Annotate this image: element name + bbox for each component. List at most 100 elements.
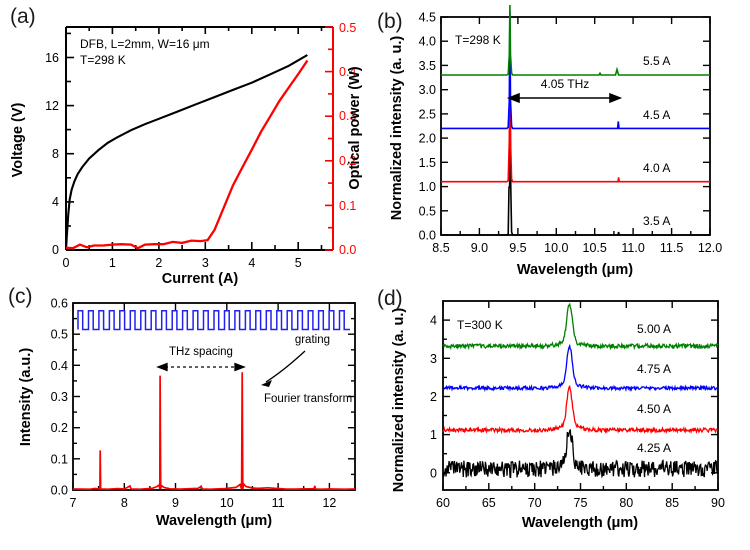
panel-a-xtick-2: 2 xyxy=(155,256,162,270)
panel-b-ylabel: Normalized intensity (a. u.) xyxy=(389,36,405,221)
panel-b-ytick-15: 1.5 xyxy=(419,156,436,170)
panel-d-annotation: T=300 K xyxy=(457,318,503,332)
panel-a-ytick2-05: 0.5 xyxy=(339,21,356,35)
panel-d-xtick-80: 80 xyxy=(619,496,633,510)
panel-c-ytick-06: 0.6 xyxy=(51,297,68,311)
panel-d-ytick-3: 3 xyxy=(430,352,437,366)
panel-c-xtick-11: 11 xyxy=(272,496,285,510)
panel-b-legend-4p5A: 4.5 A xyxy=(643,108,670,122)
panel-c-ytick-03: 0.3 xyxy=(51,390,68,404)
panel-b-ytick-30: 3.0 xyxy=(419,83,436,97)
panel-a-ylabel-left: Voltage (V) xyxy=(10,103,26,178)
panel-a-xtick-4: 4 xyxy=(248,256,255,270)
panel-a-xtick-3: 3 xyxy=(202,256,209,270)
panel-b-xtick-95: 9.5 xyxy=(509,241,526,255)
panel-b-xtick-90: 9.0 xyxy=(471,241,488,255)
panel-d-xtick-60: 60 xyxy=(436,496,450,510)
panel-c-ylabel: Intensity (a.u.) xyxy=(18,348,34,446)
panel-d-label: (d) xyxy=(377,287,403,310)
panel-d-xtick-90: 90 xyxy=(711,496,725,510)
panel-b-xtick-115: 11.5 xyxy=(660,241,683,255)
panel-b-legend-5p5A: 5.5 A xyxy=(643,54,670,68)
panel-b-xtick-100: 10.0 xyxy=(544,241,568,255)
panel-c-ytick-00: 0.0 xyxy=(51,484,68,498)
panel-d-legend-5p00A: 5.00 A xyxy=(637,322,671,336)
panel-d-ytick-2: 2 xyxy=(430,390,437,404)
panel-b-ytick-25: 2.5 xyxy=(419,107,436,121)
panel-d-xtick-70: 70 xyxy=(528,496,542,510)
panel-d-legend-4p75A: 4.75 A xyxy=(637,362,671,376)
panel-a-ytick-0: 0 xyxy=(52,243,59,257)
panel-a-ytick2-03: 0.3 xyxy=(339,109,356,123)
panel-a-ytick2-04: 0.4 xyxy=(339,65,356,79)
panel-b-trace-4p0A xyxy=(441,60,710,183)
panel-b-ytick-45: 4.5 xyxy=(419,11,436,25)
panel-d-ytick-1: 1 xyxy=(430,428,437,442)
panel-d-chart: 0 1 2 3 4 60 65 70 75 80 xyxy=(391,300,725,531)
panel-d-ylabel: Normalized intensity (a. u.) xyxy=(391,308,407,493)
panel-b-xtick-120: 12.0 xyxy=(698,241,722,255)
panel-c-yaxis-ticks xyxy=(73,302,355,491)
panel-d-yaxis-ticks xyxy=(443,319,718,474)
panel-a-ytick-12: 12 xyxy=(45,99,59,113)
panel-c-thz-spacing-label: THz spacing xyxy=(169,346,233,358)
panel-c-grating-waveform xyxy=(77,310,350,331)
panel-b-xtick-110: 11.0 xyxy=(621,241,644,255)
panel-b-legend-3p5A: 3.5 A xyxy=(643,214,670,228)
panel-a-annotation-2: T=298 K xyxy=(80,53,126,67)
panel-d-ytick-0: 0 xyxy=(430,466,437,480)
panel-a-voltage-curve xyxy=(64,54,308,251)
panel-a-annotation-1: DFB, L=2mm, W=16 μm xyxy=(80,37,210,51)
panel-b-legend-4p0A: 4.0 A xyxy=(643,161,670,175)
panel-b-label: (b) xyxy=(377,10,403,33)
panel-a-xtick-0: 0 xyxy=(63,256,70,270)
panel-b-trace-4p5A xyxy=(441,10,710,130)
panel-b-ytick-05: 0.5 xyxy=(419,204,436,218)
panel-b-axes xyxy=(440,16,711,236)
panel-c-label: (c) xyxy=(8,285,33,308)
panel-b-ytick-20: 2.0 xyxy=(419,132,436,146)
panel-c-xtick-10: 10 xyxy=(220,496,234,510)
panel-d-ytick-4: 4 xyxy=(430,314,437,328)
panel-a-ytick2-00: 0.0 xyxy=(339,243,356,257)
panel-b-trace-3p5A xyxy=(441,111,710,236)
panel-c-ytick-02: 0.2 xyxy=(51,421,68,435)
panel-a-label: (a) xyxy=(10,5,36,28)
panel-d-xtick-75: 75 xyxy=(574,496,588,510)
panel-c-xtick-12: 12 xyxy=(322,496,336,510)
panel-a: (a) 0 4 8 xyxy=(0,0,375,287)
panel-b-ytick-40: 4.0 xyxy=(419,35,436,49)
panel-b-xtick-105: 10.5 xyxy=(583,241,607,255)
panel-b-ytick-00: 0.0 xyxy=(419,229,436,243)
panel-a-ytick2-02: 0.2 xyxy=(339,154,356,168)
panel-a-xtick-5: 5 xyxy=(295,256,302,270)
panel-b-ytick-35: 3.5 xyxy=(419,59,436,73)
panel-d-legend-4p50A: 4.50 A xyxy=(637,402,671,416)
panel-c-ytick-04: 0.4 xyxy=(51,359,68,373)
panel-a-optical-power-curve xyxy=(65,59,309,250)
panel-c-curved-arrow xyxy=(261,350,306,387)
panel-b-xtick-85: 8.5 xyxy=(432,241,449,255)
panel-c-ytick-05: 0.5 xyxy=(51,328,68,342)
panel-a-xaxis-ticks-top xyxy=(65,27,323,34)
panel-a-ytick-16: 16 xyxy=(45,51,59,65)
panel-c: (c) 0.0 xyxy=(0,285,375,550)
panel-c-grating-label: grating xyxy=(295,334,330,346)
panel-a-ylabel-right: Optical power (W) xyxy=(347,66,363,189)
panel-b-thz-arrow xyxy=(506,92,623,104)
panel-a-ytick-4: 4 xyxy=(52,195,59,209)
panel-b-ytick-10: 1.0 xyxy=(419,180,436,194)
panel-b-xaxis-ticks xyxy=(440,17,711,235)
panel-a-ytick2-01: 0.1 xyxy=(339,199,356,213)
panel-c-xtick-9: 9 xyxy=(172,496,179,510)
panel-c-chart: 0.0 0.1 0.2 0.3 0.4 0.5 0.6 7 8 9 10 xyxy=(18,297,356,529)
panel-c-spectrum-trace xyxy=(72,372,356,491)
panel-d-traces xyxy=(442,302,719,479)
panel-b-yaxis-ticks xyxy=(441,16,710,236)
panel-a-ytick-8: 8 xyxy=(52,147,59,161)
panel-c-ytick-01: 0.1 xyxy=(51,452,68,466)
panel-d: (d) 0 1 2 3 4 xyxy=(375,285,750,550)
panel-b-xlabel: Wavelength (μm) xyxy=(517,262,633,278)
panel-b-chart: 0.0 0.5 1.0 1.5 2.0 2.5 3.0 3.5 4.0 4.5 xyxy=(347,4,722,278)
